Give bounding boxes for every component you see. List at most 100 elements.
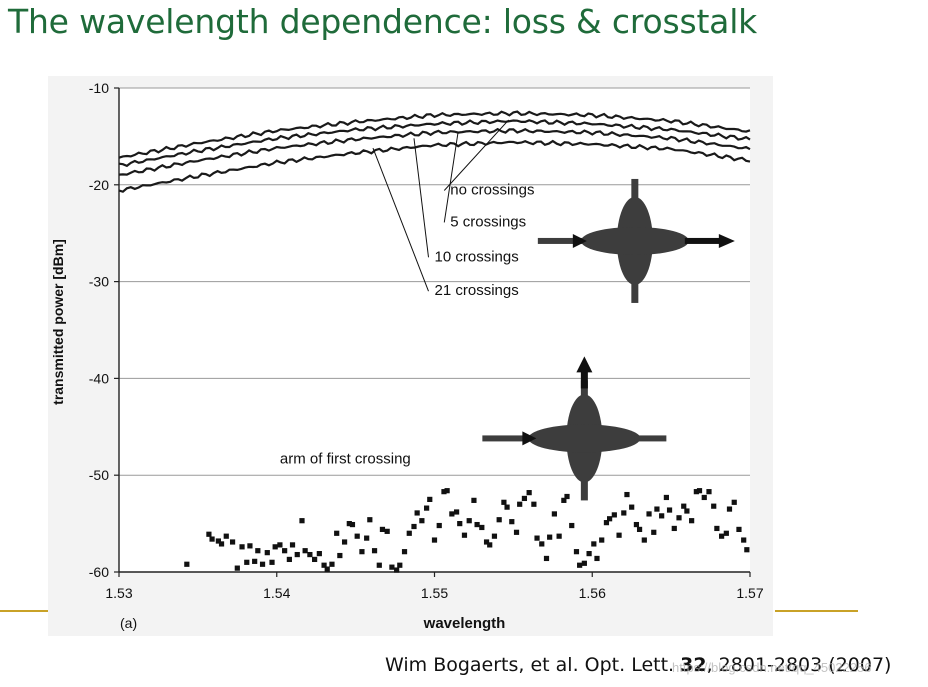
crosstalk-point <box>247 543 253 549</box>
citation-prefix: Wim Bogaerts, et al. Opt. Lett. <box>385 654 681 676</box>
crosstalk-point <box>616 532 622 538</box>
crosstalk-point <box>397 562 403 568</box>
crosstalk-point <box>641 537 647 543</box>
y-tick-label: -20 <box>89 177 109 193</box>
curve-21-crossings <box>118 139 751 193</box>
taper-horizontal <box>528 424 641 453</box>
crosstalk-point <box>521 495 528 502</box>
output-arrow-icon <box>718 233 735 248</box>
curve-5-crossings <box>118 119 751 168</box>
crosstalk-point <box>299 518 305 524</box>
crosstalk-point <box>706 489 712 495</box>
plot-area <box>119 88 750 572</box>
crosstalk-point <box>277 542 283 548</box>
crosstalk-point <box>551 511 557 517</box>
y-tick-label: -40 <box>89 370 109 386</box>
crosstalk-point <box>394 567 400 573</box>
crosstalk-point <box>509 519 515 525</box>
y-tick-label: -10 <box>89 80 109 96</box>
x-axis-title: wavelength <box>423 615 506 632</box>
crosstalk-point <box>272 544 278 550</box>
crosstalk-point <box>586 551 592 557</box>
crosstalk-point <box>599 537 605 543</box>
crosstalk-point <box>556 533 562 539</box>
crosstalk-point <box>244 559 250 565</box>
crosstalk-point <box>479 524 485 531</box>
crosstalk-point <box>349 521 356 528</box>
crosstalk-point <box>577 562 583 568</box>
crosstalk-point <box>534 535 540 541</box>
crosstalk-point <box>302 548 308 554</box>
crosstalk-point <box>379 526 386 533</box>
panel-label: (a) <box>120 615 137 631</box>
curve-label: 5 crossings <box>450 213 526 230</box>
crosstalk-point <box>444 488 450 494</box>
x-tick-label: 1.57 <box>736 585 763 601</box>
curve-label: 10 crossings <box>435 248 519 265</box>
crosstalk-point <box>471 497 477 503</box>
crosstalk-point <box>633 521 640 528</box>
crosstalk-point <box>436 522 442 529</box>
crosstalk-point <box>259 561 266 567</box>
crosstalk-point <box>184 561 190 567</box>
crosstalk-point <box>364 535 370 541</box>
citation-volume: 32 <box>680 654 707 676</box>
x-tick-label: 1.56 <box>579 585 606 601</box>
x-tick-label: 1.53 <box>105 585 132 601</box>
crosstalk-point <box>376 562 382 568</box>
crosstalk-point <box>491 533 498 539</box>
crosstalk-point <box>701 494 707 501</box>
crosstalk-point <box>431 537 438 543</box>
crosstalk-point <box>461 532 468 538</box>
crosstalk-point <box>651 529 657 535</box>
crosstalk-point <box>264 550 270 556</box>
curve-label: no crossings <box>450 181 534 198</box>
crosstalk-point <box>561 497 567 503</box>
crosstalk-point <box>526 490 532 496</box>
crosstalk-point <box>218 541 225 547</box>
slide-title: The wavelength dependence: loss & crosst… <box>8 2 758 41</box>
crosstalk-point <box>324 566 330 572</box>
crosstalk-point <box>252 558 258 564</box>
crosstalk-point <box>209 536 215 542</box>
crosstalk-point <box>659 513 665 519</box>
crosstalk-point <box>474 521 480 528</box>
arm-guide <box>580 370 588 389</box>
crosstalk-point <box>307 551 313 558</box>
crosstalk-point <box>663 494 669 501</box>
y-tick-label: -30 <box>89 274 109 290</box>
crosstalk-point <box>449 511 455 517</box>
y-axis-title: transmitted power [dBm] <box>50 239 66 405</box>
divider-rule-right <box>775 610 858 612</box>
crosstalk-point <box>714 525 720 532</box>
citation: Wim Bogaerts, et al. Opt. Lett. 32, 2801… <box>385 654 891 676</box>
crosstalk-point <box>671 525 677 532</box>
y-tick-label: -60 <box>89 564 109 580</box>
crosstalk-point <box>206 531 212 537</box>
crosstalk-point <box>696 488 703 494</box>
input-arrow-icon <box>522 431 537 446</box>
crosstalk-point <box>269 559 275 565</box>
crosstalk-point <box>496 517 502 523</box>
crosstalk-point <box>424 505 430 511</box>
crosstalk-point <box>607 516 613 522</box>
crosstalk-point <box>603 520 610 526</box>
input-arrow-icon <box>572 233 587 248</box>
crosstalk-point <box>215 538 221 544</box>
crosstalk-point <box>289 542 296 548</box>
chart-svg: -10 -20 -30 -40 -50 -60 1.53 1.54 1.55 1.56 1.57 wa… <box>50 80 764 632</box>
crosstalk-point <box>666 507 673 513</box>
crosstalk-point <box>341 539 348 545</box>
crosstalk-point <box>531 501 537 507</box>
crosstalk-point <box>229 539 236 545</box>
input-guide <box>537 237 584 244</box>
crosstalk-point <box>636 526 643 533</box>
crosstalk-point <box>411 523 417 530</box>
leader-line-21-crossings <box>372 147 429 292</box>
crosstalk-point <box>731 499 737 505</box>
divider-rule-left <box>0 610 50 612</box>
crosstalk-point <box>744 547 750 553</box>
crosstalk-point <box>611 512 617 518</box>
arm-arrow-icon <box>576 356 593 373</box>
crosstalk-point <box>487 542 493 548</box>
